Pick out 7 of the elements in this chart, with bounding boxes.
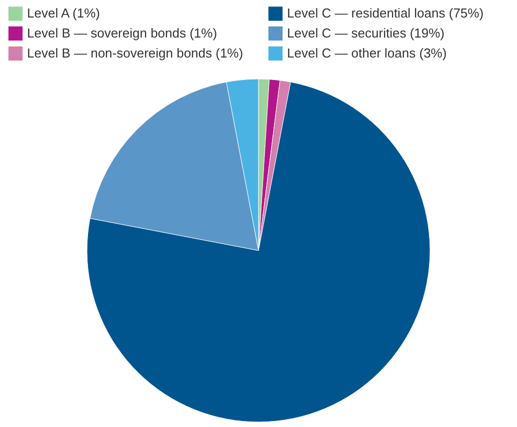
legend-label: Level C — other loans (3%): [287, 46, 447, 60]
legend-label: Level C — residential loans (75%): [287, 6, 484, 21]
legend-label: Level C — securities (19%): [287, 26, 444, 40]
pie-slice: [87, 82, 430, 422]
legend-label: Level B — non-sovereign bonds (1%): [27, 46, 244, 60]
legend-label: Level B — sovereign bonds (1%): [27, 26, 218, 40]
legend-label: Level A (1%): [27, 6, 100, 21]
